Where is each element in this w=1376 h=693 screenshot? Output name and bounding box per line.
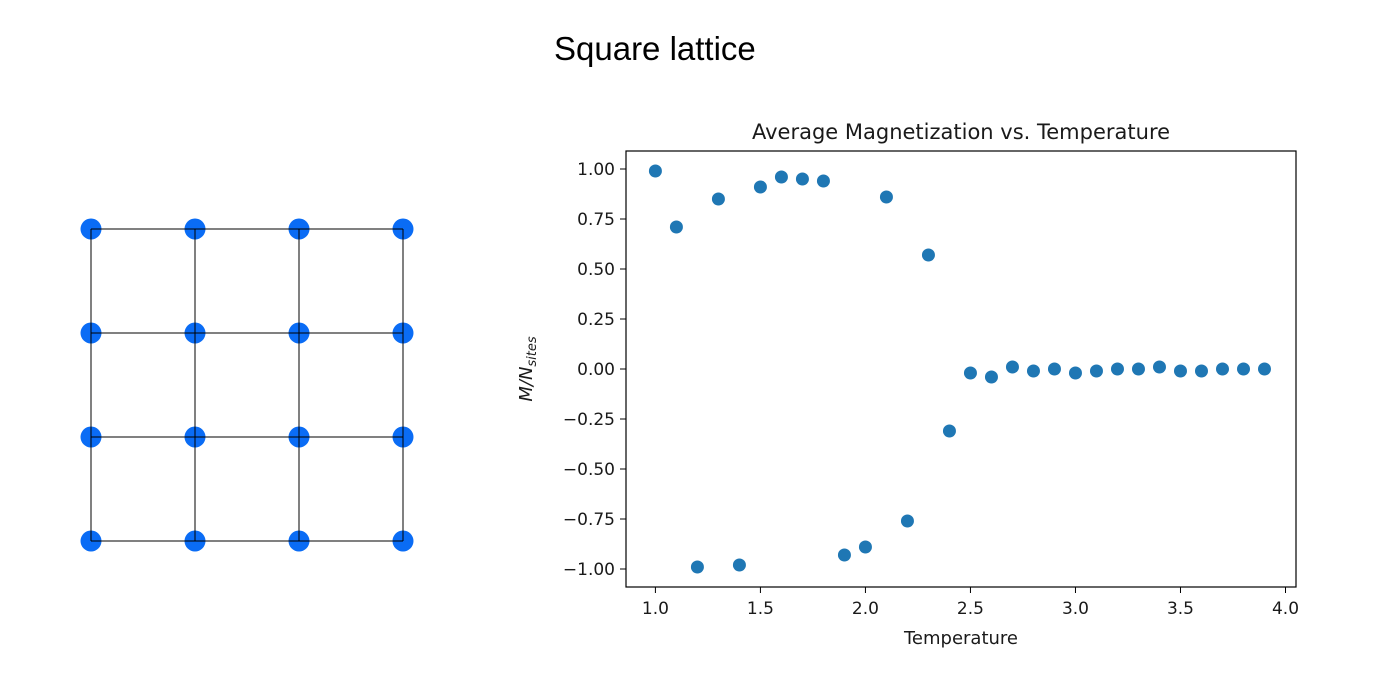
data-point (711, 192, 725, 206)
x-tick-label: 3.5 (1167, 599, 1194, 619)
data-point (1257, 362, 1271, 376)
x-tick-label: 1.5 (747, 599, 774, 619)
data-point (858, 540, 872, 554)
data-point (690, 560, 704, 574)
data-point (795, 172, 809, 186)
y-tick-label: −0.75 (563, 510, 615, 530)
data-point (1194, 364, 1208, 378)
data-point (921, 248, 935, 262)
data-point (963, 366, 977, 380)
data-point (753, 180, 767, 194)
data-point (1026, 364, 1040, 378)
figure-title: Square lattice (554, 30, 756, 67)
x-axis-label: Temperature (903, 628, 1018, 649)
data-point (1131, 362, 1145, 376)
y-tick-label: 1.00 (577, 160, 615, 180)
data-point (984, 370, 998, 384)
y-tick-label: 0.00 (577, 360, 615, 380)
data-point (942, 424, 956, 438)
data-point (732, 558, 746, 572)
data-point (1068, 366, 1082, 380)
data-point (837, 548, 851, 562)
data-point (1152, 360, 1166, 374)
y-tick-label: 0.50 (577, 260, 615, 280)
data-point (1005, 360, 1019, 374)
y-axis-label: M/Nsites (516, 336, 540, 402)
data-point (774, 170, 788, 184)
data-point (648, 164, 662, 178)
data-point (1047, 362, 1061, 376)
y-tick-label: −1.00 (563, 560, 615, 580)
data-point (1110, 362, 1124, 376)
data-point (669, 220, 683, 234)
data-point (879, 190, 893, 204)
data-point (1089, 364, 1103, 378)
x-tick-label: 4.0 (1272, 599, 1299, 619)
data-point (1236, 362, 1250, 376)
y-tick-label: 0.75 (577, 210, 615, 230)
x-tick-label: 2.0 (852, 599, 879, 619)
y-tick-label: 0.25 (577, 310, 615, 330)
x-tick-label: 2.5 (957, 599, 984, 619)
data-point (1173, 364, 1187, 378)
square-lattice-diagram (80, 218, 414, 552)
x-tick-label: 3.0 (1062, 599, 1089, 619)
chart-title: Average Magnetization vs. Temperature (752, 120, 1170, 144)
y-tick-label: −0.50 (563, 460, 615, 480)
y-tick-label: −0.25 (563, 410, 615, 430)
data-point (1215, 362, 1229, 376)
x-tick-label: 1.0 (642, 599, 669, 619)
data-point (900, 514, 914, 528)
data-point (816, 174, 830, 188)
